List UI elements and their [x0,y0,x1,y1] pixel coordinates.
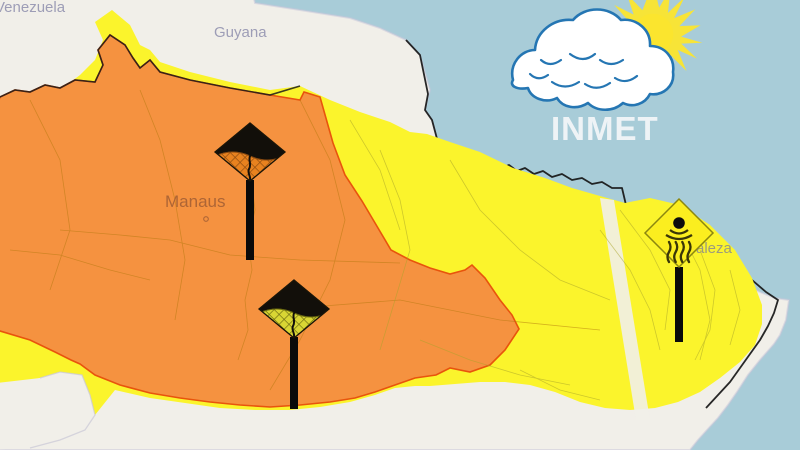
svg-text:INMET: INMET [551,110,659,147]
svg-text:Venezuela: Venezuela [0,0,66,16]
svg-text:Guyana: Guyana [214,24,267,41]
svg-text:Manaus: Manaus [165,192,225,211]
